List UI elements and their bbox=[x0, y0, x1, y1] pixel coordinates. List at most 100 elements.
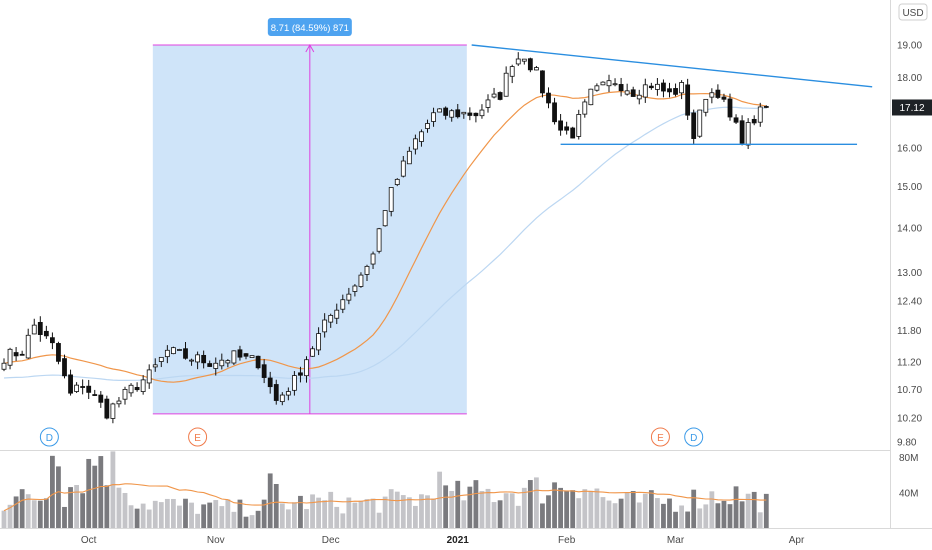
volume-bar bbox=[110, 451, 116, 528]
volume-bar bbox=[213, 500, 219, 528]
candle-body bbox=[364, 265, 370, 275]
volume-bar bbox=[255, 510, 261, 528]
candle-body bbox=[358, 274, 364, 287]
candle-body bbox=[630, 89, 636, 97]
candle-body bbox=[612, 83, 618, 86]
currency-label-box[interactable]: USD bbox=[898, 3, 928, 21]
volume-bar bbox=[570, 490, 576, 528]
volume-bar bbox=[612, 503, 618, 528]
candle-body bbox=[642, 84, 648, 98]
volume-bar bbox=[1, 510, 7, 528]
upper-trendline[interactable] bbox=[471, 44, 873, 88]
candle-body bbox=[400, 160, 406, 177]
candle-body bbox=[497, 92, 503, 100]
candle-body bbox=[425, 123, 430, 129]
volume-bar bbox=[364, 499, 370, 528]
candle-body bbox=[249, 355, 255, 358]
volume-bar bbox=[413, 505, 418, 528]
candle-body bbox=[279, 394, 285, 403]
candle-body bbox=[467, 112, 473, 116]
dividend-marker[interactable]: D bbox=[684, 427, 704, 447]
time-tick-label: Nov bbox=[207, 535, 225, 546]
volume-bar bbox=[648, 490, 654, 528]
volume-bar bbox=[449, 490, 455, 528]
candle-body bbox=[382, 210, 388, 227]
price-tick-label: 11.20 bbox=[897, 357, 922, 368]
measure-arrow-head bbox=[305, 43, 315, 53]
volume-bar bbox=[546, 495, 551, 528]
volume-bar bbox=[171, 498, 176, 528]
candle-body bbox=[285, 391, 291, 396]
event-marker-letter: D bbox=[690, 433, 697, 444]
volume-bar bbox=[521, 487, 527, 528]
volume-bar bbox=[328, 491, 334, 528]
candle-body bbox=[485, 99, 491, 108]
price-tick-label: 10.20 bbox=[897, 414, 922, 425]
volume-bar bbox=[709, 491, 715, 528]
candle-body bbox=[709, 92, 715, 98]
candle-body bbox=[334, 309, 340, 319]
dividend-marker[interactable]: D bbox=[39, 427, 59, 447]
volume-bar bbox=[467, 486, 473, 528]
candle-body bbox=[703, 98, 709, 113]
volume-bar bbox=[515, 505, 521, 528]
price-range-measure[interactable] bbox=[152, 43, 467, 415]
candle-body bbox=[727, 98, 733, 118]
volume-bar bbox=[703, 504, 709, 528]
earnings-marker[interactable]: E bbox=[650, 427, 670, 447]
time-tick-label: Dec bbox=[322, 535, 340, 546]
volume-bar bbox=[80, 493, 86, 528]
candle-body bbox=[757, 106, 763, 123]
event-marker-letter: E bbox=[194, 433, 201, 444]
volume-bar bbox=[394, 491, 400, 528]
candle-body bbox=[122, 388, 128, 400]
candle-body bbox=[62, 358, 67, 377]
candle-body bbox=[473, 112, 479, 117]
candle-body bbox=[685, 84, 691, 116]
earnings-marker[interactable]: E bbox=[188, 427, 208, 447]
candle-body bbox=[733, 117, 739, 123]
candle-body bbox=[80, 386, 86, 388]
volume-bar bbox=[183, 498, 188, 528]
volume-bar bbox=[624, 492, 630, 528]
trendlines[interactable] bbox=[471, 44, 873, 146]
volume-bar bbox=[739, 501, 745, 528]
volume-bar bbox=[340, 513, 346, 528]
volume-bar bbox=[128, 505, 134, 528]
candle-body bbox=[267, 377, 273, 388]
candle-body bbox=[164, 349, 170, 358]
volume-bar bbox=[564, 490, 570, 528]
candle-body bbox=[491, 93, 497, 98]
price-tick-label: 11.80 bbox=[897, 326, 922, 337]
volume-bar bbox=[43, 498, 49, 528]
time-tick-label: Mar bbox=[667, 535, 685, 546]
candle-body bbox=[570, 127, 576, 139]
candle-body bbox=[189, 359, 194, 362]
candle-body bbox=[195, 354, 201, 363]
candle-body bbox=[37, 321, 43, 335]
candle-body bbox=[394, 178, 400, 185]
candle-body bbox=[304, 359, 309, 377]
candle-body bbox=[7, 348, 13, 366]
volume-bar bbox=[552, 482, 557, 528]
volume-bar bbox=[425, 495, 430, 528]
volume-bar bbox=[189, 502, 194, 528]
volume-bar bbox=[19, 489, 25, 528]
time-axis[interactable]: Oct Nov Dec 2021 Feb Mar Apr bbox=[81, 535, 805, 546]
candle-body bbox=[370, 253, 376, 265]
volume-bar bbox=[267, 473, 273, 528]
volume-bar bbox=[503, 493, 509, 528]
volume-bar bbox=[576, 498, 582, 528]
candle-body bbox=[697, 109, 703, 137]
candle-body bbox=[576, 114, 582, 137]
volume-bar bbox=[727, 504, 733, 528]
candle-body bbox=[1, 362, 7, 370]
candle-body bbox=[721, 96, 727, 100]
candle-body bbox=[74, 384, 79, 392]
candle-body bbox=[443, 107, 449, 116]
volume-bar bbox=[304, 509, 309, 528]
candle-body bbox=[552, 102, 557, 123]
volume-bar bbox=[661, 503, 666, 528]
